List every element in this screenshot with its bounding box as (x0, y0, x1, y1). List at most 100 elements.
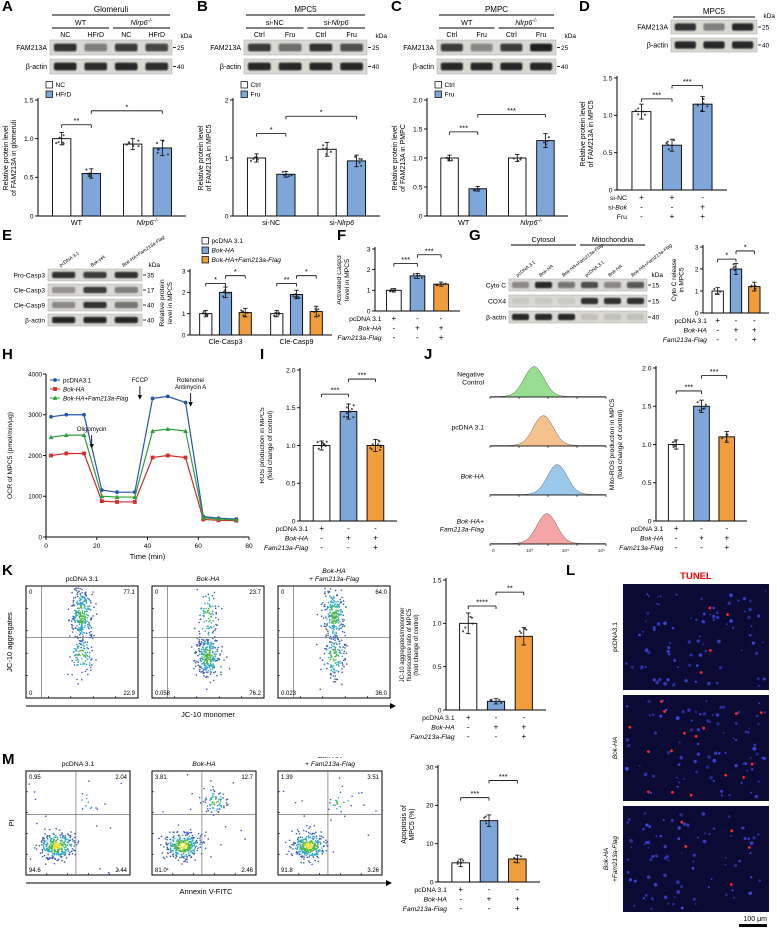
svg-text:-: - (753, 316, 756, 325)
svg-text:-: - (393, 324, 396, 333)
svg-text:-: - (320, 543, 323, 552)
svg-text:level in MPC5: level in MPC5 (344, 259, 351, 301)
svg-text:Relative protein level: Relative protein level (3, 125, 10, 190)
svg-text:β-actin: β-actin (26, 64, 47, 71)
svg-text:pcDNA 3.1: pcDNA 3.1 (62, 761, 95, 768)
svg-text:10⁵: 10⁵ (598, 548, 605, 554)
svg-text:1.0: 1.0 (413, 155, 423, 162)
western-blot: Glomeruli WT Nlrp6-/- NC HFrD NC HFrD kDa FAM213… (16, 5, 192, 75)
svg-text:pcDNA3.1: pcDNA3.1 (612, 622, 619, 652)
svg-text:76.2: 76.2 (249, 691, 261, 697)
svg-text:NC: NC (60, 32, 70, 39)
svg-text:pcDNA 3.1: pcDNA 3.1 (674, 318, 707, 325)
svg-text:-: - (640, 203, 643, 212)
svg-text:***: *** (358, 371, 367, 380)
svg-text:*: * (214, 275, 217, 284)
panel-j: Negative Control pcDNA 3.1 Bok-HA Bok-HA+ Fam… (424, 352, 775, 567)
svg-text:Bok-HA+Fam213a-Flag: Bok-HA+Fam213a-Flag (561, 243, 605, 279)
panel-e-canvas: pcDNA 3.1 Bok-HA Bok-HA+Fam213a-Flag kDa Pro… (13, 235, 332, 346)
svg-text:2.0: 2.0 (413, 97, 423, 104)
svg-text:TUNEL: TUNEL (680, 571, 712, 582)
svg-text:1.5: 1.5 (286, 405, 296, 412)
svg-text:Ctrl: Ctrl (506, 32, 517, 39)
svg-text:+: + (439, 333, 444, 342)
svg-text:Bok-HA: Bok-HA (63, 386, 84, 393)
tunel-micrograph (623, 806, 769, 912)
svg-text:40: 40 (762, 43, 770, 50)
panel-l: TUNEL pcDNA3.1 Bok-HA Bok-HA +Fam213a-Flag 10… (563, 568, 775, 930)
panel-label-h: H (2, 346, 13, 363)
svg-text:35: 35 (147, 273, 155, 280)
svg-text:fluorescence ratio of MPC5: fluorescence ratio of MPC5 (407, 608, 413, 681)
svg-text:+: + (639, 193, 644, 202)
svg-text:WT: WT (71, 218, 83, 227)
panel-i: 0 0.5 1.0 1.5 2.0 ROS production in MPC5 (fold… (260, 352, 423, 567)
svg-text:Bok-HA: Bok-HA (431, 725, 455, 732)
svg-text:+: + (724, 534, 729, 543)
panel-f: 0 1 2 3 Activated Casp3 level in MPC5 *** *** pc… (337, 235, 468, 351)
svg-text:25: 25 (372, 45, 380, 52)
svg-text:(fold change of control): (fold change of control) (617, 410, 624, 480)
svg-text:+: + (439, 324, 444, 333)
svg-text:0: 0 (29, 691, 33, 697)
svg-text:****: **** (476, 598, 488, 607)
svg-text:Pro-Casp3: Pro-Casp3 (13, 273, 45, 280)
flow-dot-plot: 0.95 2.04 94.6 2.44 pcDNA 3.1 (25, 761, 131, 876)
svg-text:***: *** (652, 90, 661, 99)
svg-text:HFrD: HFrD (87, 32, 104, 39)
svg-text:3: 3 (367, 246, 371, 253)
svg-text:level in MPC5: level in MPC5 (167, 282, 174, 324)
svg-text:0: 0 (609, 187, 613, 194)
svg-text:Antimycin A: Antimycin A (175, 385, 206, 391)
svg-text:1.5: 1.5 (642, 404, 652, 411)
panel-c-canvas: PMPC WT Nlrp6-/- Ctrl Fru Ctrl Fru kDa FAM213A 25… (392, 5, 576, 227)
svg-text:Bok-HA+: Bok-HA+ (457, 519, 484, 526)
svg-text:***: *** (710, 367, 719, 376)
svg-text:kDa: kDa (180, 33, 192, 40)
svg-text:2: 2 (695, 266, 699, 273)
svg-text:30: 30 (426, 764, 434, 771)
svg-text:si-Nlrp6: si-Nlrp6 (329, 218, 354, 227)
svg-text:2: 2 (225, 97, 229, 104)
svg-text:β-actin: β-actin (413, 64, 434, 71)
svg-text:-: - (393, 333, 396, 342)
panel-i-canvas: 0 0.5 1.0 1.5 2.0 ROS production in MPC5 (fold… (260, 367, 397, 552)
bar-chart: 0 0.5 1.0 1.5 Relative protein level of FAM21… (3, 81, 186, 227)
svg-text:40: 40 (147, 303, 155, 310)
svg-text:JC-10 aggregates: JC-10 aggregates (5, 612, 14, 672)
svg-text:2.44: 2.44 (115, 868, 127, 874)
flow-dot-plot: 0 64.0 0.023 36.0 Bok-HA+ Fam213a-Flag (277, 568, 391, 699)
svg-text:40: 40 (177, 64, 185, 71)
svg-text:+: + (699, 534, 704, 543)
svg-text:Bok-HA: Bok-HA (538, 264, 555, 279)
svg-text:1: 1 (695, 288, 699, 295)
svg-text:Bok-HA: Bok-HA (212, 248, 235, 255)
svg-text:40: 40 (652, 315, 660, 322)
svg-text:HFrD: HFrD (56, 92, 72, 99)
panel-b: MPC5 si-NC si-Nlrp6 Ctrl Fru Ctrl Fru kDa FAM213… (197, 4, 390, 232)
svg-text:3000: 3000 (28, 412, 42, 419)
svg-text:0: 0 (648, 518, 652, 525)
svg-text:94.6: 94.6 (29, 868, 41, 874)
svg-text:FAM213A: FAM213A (637, 25, 668, 32)
svg-text:-: - (320, 534, 323, 543)
svg-text:-: - (416, 314, 419, 323)
svg-text:3.26: 3.26 (367, 868, 379, 874)
svg-text:+: + (515, 904, 520, 913)
svg-text:Oligomycin: Oligomycin (77, 427, 107, 433)
svg-text:-: - (488, 904, 491, 913)
svg-text:1.0: 1.0 (286, 443, 296, 450)
bar-chart: 0 0.5 1.0 1.5 JC-10 aggregates/monomer fluore… (400, 577, 546, 741)
svg-text:pcDNA 3.1: pcDNA 3.1 (631, 526, 664, 533)
svg-text:pcDNA 3.1: pcDNA 3.1 (422, 715, 455, 722)
bar-chart: 0 10 20 30 Apoptosis of MPC5 (%) *** *** pcDNA 3… (401, 764, 540, 913)
svg-text:*: * (744, 242, 747, 251)
panel-label-i: I (260, 346, 265, 363)
svg-text:Mitochondria: Mitochondria (592, 235, 633, 244)
svg-text:0.5: 0.5 (24, 175, 34, 182)
svg-text:0: 0 (39, 534, 43, 541)
